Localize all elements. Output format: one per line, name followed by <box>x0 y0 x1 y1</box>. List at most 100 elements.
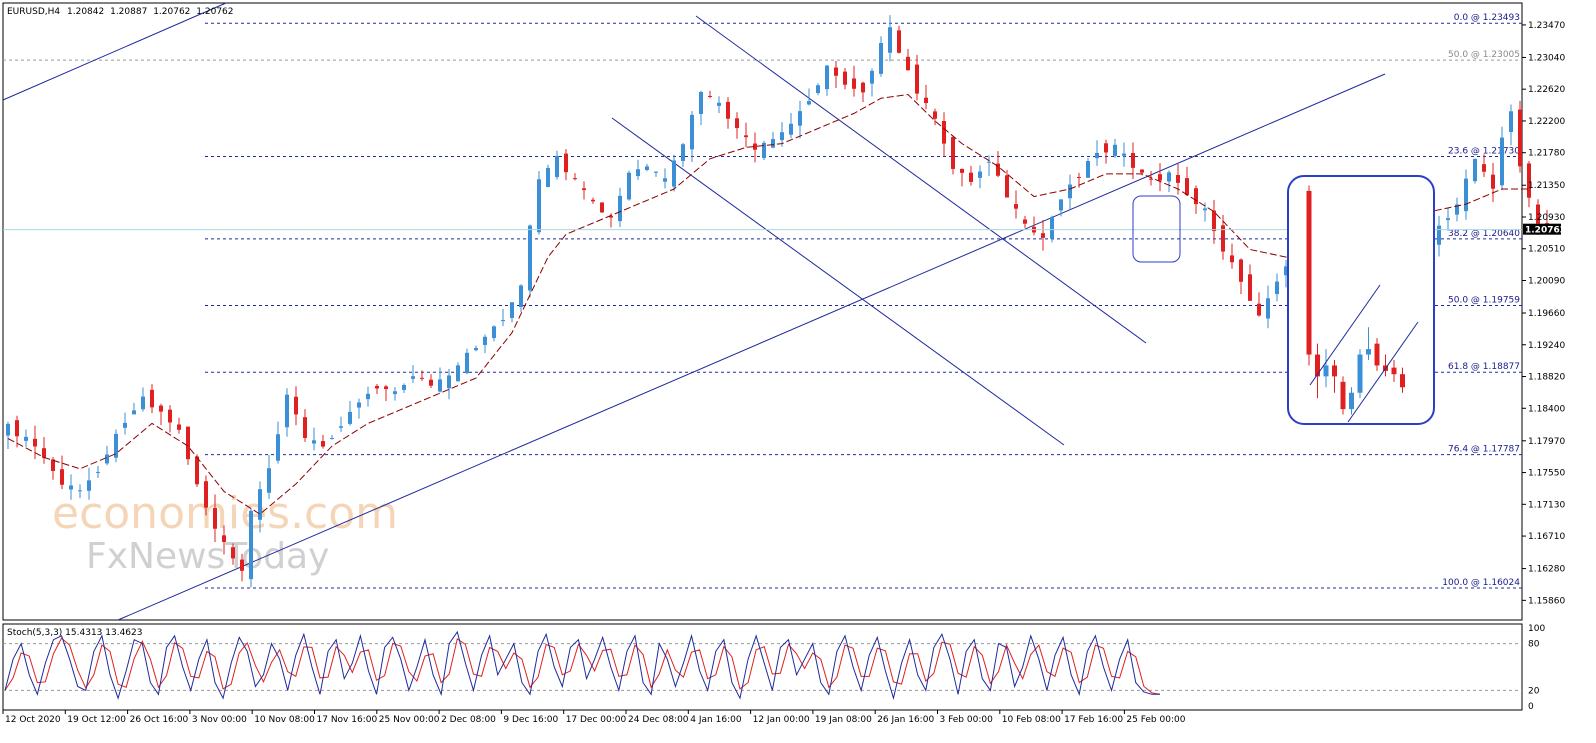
ascending-support-trendline <box>117 73 1386 621</box>
candle-body <box>6 423 10 436</box>
y-tick-label: 1.20930 <box>1528 213 1565 223</box>
candle-body <box>195 456 199 485</box>
candle-body <box>546 167 550 187</box>
x-tick-label: 17 Nov 16:00 <box>317 715 378 725</box>
stoch-y-tick-label: 20 <box>1528 686 1540 696</box>
candle-body <box>249 510 253 580</box>
candle-body <box>1158 174 1162 181</box>
candle-body <box>1221 225 1225 252</box>
candle-body <box>915 64 919 94</box>
inset-candle-body <box>1349 392 1354 410</box>
y-tick-label: 1.21350 <box>1528 181 1565 191</box>
candle-body <box>1176 174 1180 183</box>
x-tick-label: 19 Jan 08:00 <box>815 715 872 725</box>
candle-body <box>924 97 928 104</box>
candle-body <box>231 547 235 559</box>
candle-body <box>204 481 208 508</box>
channel-upper-line <box>695 15 1147 344</box>
candle-body <box>366 393 370 400</box>
candle-body <box>1257 303 1261 316</box>
inset-channel-line-upper <box>1309 284 1381 386</box>
y-tick-label: 1.18400 <box>1528 404 1565 414</box>
candle-body <box>330 437 334 439</box>
candle-body <box>996 163 1000 176</box>
candle-body <box>51 459 55 471</box>
main-pane-border <box>2 2 1523 621</box>
x-tick-label: 9 Dec 16:00 <box>503 715 558 725</box>
stoch-signal-line <box>4 637 1161 695</box>
symbol-header: EURUSD,H4 1.20842 1.20887 1.20762 1.2076… <box>7 7 234 17</box>
inset-candle-body <box>1332 365 1337 377</box>
inset-candle-body <box>1400 374 1405 388</box>
stoch-y-tick-label: 80 <box>1528 640 1540 650</box>
inset-candle-body <box>1357 354 1363 393</box>
x-tick-label: 12 Oct 2020 <box>5 715 61 725</box>
candle-body <box>1464 178 1468 212</box>
candle-body <box>501 320 505 322</box>
candle-body <box>582 188 586 191</box>
x-tick-label: 10 Feb 08:00 <box>1002 715 1061 725</box>
candle-body <box>1500 137 1504 186</box>
candle-body <box>753 143 757 150</box>
candle-body <box>33 438 37 447</box>
candle-body <box>834 67 838 76</box>
x-tick-label: 10 Nov 08:00 <box>254 715 315 725</box>
trendlines <box>2 2 1386 621</box>
candle-body <box>357 402 361 408</box>
candle-body <box>1059 199 1063 211</box>
candle-body <box>321 441 325 447</box>
candle-body <box>339 426 343 428</box>
candle-body <box>150 389 154 408</box>
y-tick-label: 1.20510 <box>1528 245 1565 255</box>
inset-channel-line-lower <box>1347 321 1419 423</box>
header-low: 1.20762 <box>153 7 190 17</box>
y-tick-label: 1.18820 <box>1528 373 1565 383</box>
candle-body <box>861 82 865 93</box>
candle-body <box>285 394 289 428</box>
candle-body <box>1113 144 1117 156</box>
candle-body <box>528 225 532 291</box>
x-tick-label: 12 Jan 00:00 <box>753 715 810 725</box>
x-tick-label: 24 Dec 08:00 <box>628 715 689 725</box>
candle-body <box>564 153 568 173</box>
candle-body <box>1239 259 1243 282</box>
candle-body <box>411 376 415 379</box>
y-tick-label: 1.16280 <box>1528 565 1565 575</box>
candle-body <box>807 101 811 105</box>
y-tick-label: 1.17130 <box>1528 500 1565 510</box>
candle-body <box>96 471 100 473</box>
candle-body <box>933 111 937 119</box>
header-symbol: EURUSD,H4 <box>7 7 60 17</box>
candle-body <box>735 118 739 129</box>
candle-body <box>1248 274 1252 301</box>
y-tick-label: 1.22620 <box>1528 85 1565 95</box>
candle-body <box>87 480 91 491</box>
candle-body <box>213 507 217 529</box>
stoch-main-line <box>4 630 1160 701</box>
candle-body <box>1446 218 1450 221</box>
highlight-box-small <box>1132 195 1181 263</box>
candle-body <box>663 178 667 182</box>
y-tick-label: 1.22200 <box>1528 117 1565 127</box>
fib-level-label: 38.2 @ 1.20640 <box>1448 229 1520 239</box>
y-tick-label: 1.23470 <box>1528 21 1565 31</box>
inset-zoom <box>1287 175 1435 425</box>
candle-body <box>1437 225 1441 245</box>
current-price-label: 1.20762 <box>1525 226 1566 236</box>
inset-candle-body <box>1391 367 1397 375</box>
fib-level-label: 76.4 @ 1.17787 <box>1448 445 1520 455</box>
watermark-fxnewstoday: FxNewsToday <box>86 536 329 577</box>
candle-body <box>843 71 847 85</box>
x-tick-label: 25 Feb 00:00 <box>1126 715 1185 725</box>
candle-body <box>159 405 163 412</box>
candle-body <box>141 396 145 410</box>
y-tick-label: 1.16710 <box>1528 532 1565 542</box>
candle-body <box>78 490 82 492</box>
candle-body <box>1473 158 1477 182</box>
candle-body <box>852 78 856 89</box>
y-axis: 1.23470 1.23040 1.22620 1.22200 1.21780 1.213… <box>1522 21 1565 606</box>
candle-body <box>645 166 649 170</box>
stoch-label: Stoch(5,3,3) 15.4313 13.4623 <box>7 628 142 638</box>
candle-body <box>1230 255 1234 263</box>
x-tick-label: 3 Nov 00:00 <box>192 715 247 725</box>
